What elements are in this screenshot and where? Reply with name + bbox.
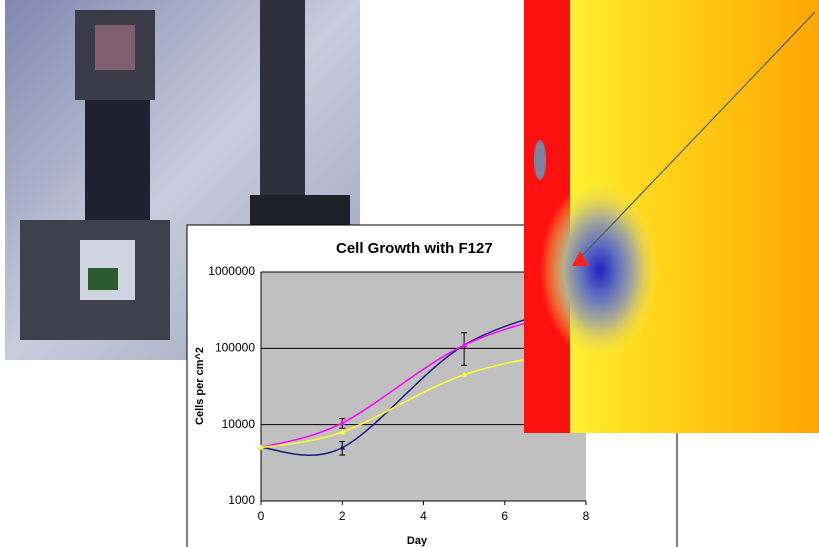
x-tick-label: 6 [501, 509, 508, 523]
y-tick-label: 10000 [222, 417, 256, 431]
y-axis-label: Cells per cm^2 [194, 347, 206, 425]
error-bar [461, 332, 468, 366]
x-tick-label: 2 [339, 509, 346, 523]
y-tick-label: 1000 [228, 493, 255, 507]
x-axis-label: Day [407, 535, 428, 547]
x-tick-label: 0 [258, 509, 265, 523]
data-point [461, 371, 468, 377]
x-tick-label: 8 [583, 509, 590, 523]
data-point [339, 420, 346, 426]
y-tick-label: 1000000 [208, 264, 255, 278]
data-point [339, 444, 346, 450]
data-point [461, 342, 468, 348]
y-tick-label: 100000 [215, 341, 255, 355]
data-point [258, 444, 264, 450]
heatmap-image [524, 0, 819, 433]
device-photo [5, 0, 360, 360]
x-tick-label: 4 [420, 509, 427, 523]
chart-title: Cell Growth with F127 [336, 240, 493, 257]
data-point [339, 429, 346, 435]
